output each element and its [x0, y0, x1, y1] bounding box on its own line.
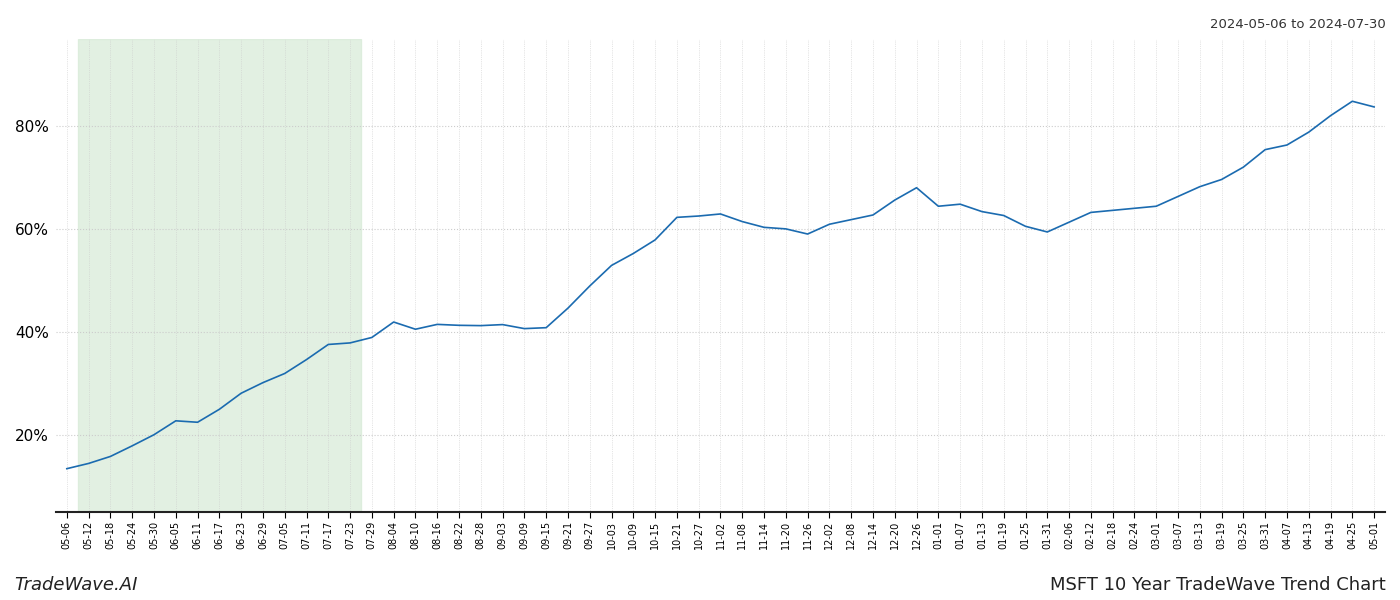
Text: TradeWave.AI: TradeWave.AI	[14, 576, 137, 594]
Bar	[78, 39, 361, 512]
Text: MSFT 10 Year TradeWave Trend Chart: MSFT 10 Year TradeWave Trend Chart	[1050, 576, 1386, 594]
Text: 2024-05-06 to 2024-07-30: 2024-05-06 to 2024-07-30	[1210, 18, 1386, 31]
